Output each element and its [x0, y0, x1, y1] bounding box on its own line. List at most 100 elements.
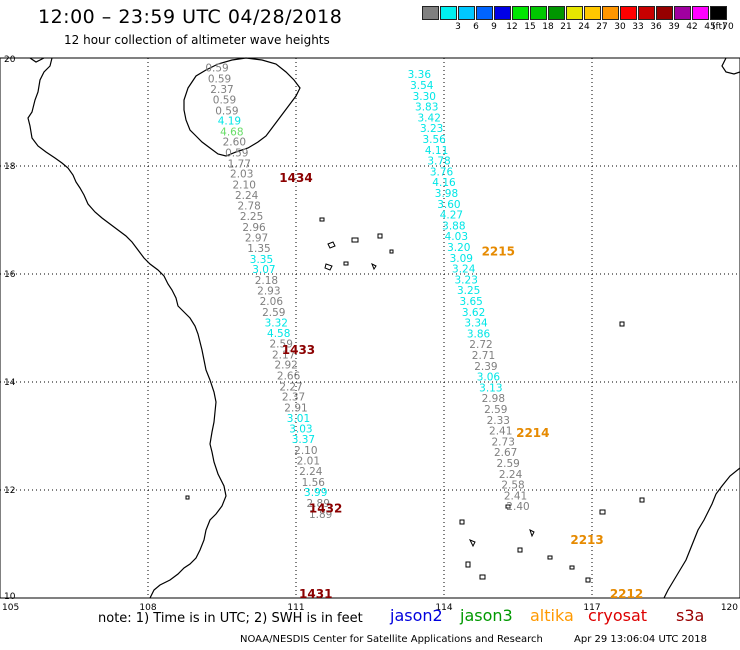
wave-height-value: 2.39: [474, 361, 497, 373]
wave-height-value: 2.71: [472, 350, 495, 362]
wave-height-value: 4.58: [267, 328, 290, 340]
pass-number-label: 1431: [299, 587, 332, 601]
wave-height-value: 2.73: [492, 436, 515, 448]
wave-height-value: 2.66: [277, 371, 301, 383]
lon-tick-label: 105: [2, 603, 19, 613]
colorbar-swatch: [656, 6, 673, 20]
altimeter-tracks: 0.590.592.370.590.594.194.682.600.591.77…: [205, 63, 529, 521]
colorbar-label: 15: [524, 22, 536, 32]
wave-height-value: 1.56: [302, 477, 326, 489]
colorbar-label: 12: [506, 22, 518, 32]
satellite-legend-jason3: jason3: [460, 606, 513, 625]
colorbar-label: 24: [578, 22, 590, 32]
wave-height-value: 2.06: [260, 296, 284, 308]
wave-height-value: 3.88: [442, 220, 465, 232]
colorbar-label: 18: [542, 22, 554, 32]
wave-height-value: 2.96: [242, 222, 266, 234]
wave-height-value: 0.59: [205, 63, 228, 75]
lat-tick-label: 14: [4, 378, 16, 388]
satellite-legend-jason2: jason2: [390, 606, 443, 625]
china-coastline: [29, 57, 45, 63]
wave-height-value: 3.62: [462, 307, 485, 319]
wave-height-value: 2.93: [257, 286, 280, 298]
wave-height-value: 3.76: [430, 166, 454, 178]
colorbar-swatch: [458, 6, 475, 20]
lon-tick-label: 111: [287, 603, 304, 613]
wave-height-value: 4.27: [440, 210, 463, 222]
lon-tick-label: 117: [583, 603, 600, 613]
wave-height-value: 4.19: [218, 116, 241, 128]
lat-lon-grid: [0, 58, 740, 598]
colorbar-swatch: [548, 6, 565, 20]
wave-height-value: 3.86: [467, 328, 491, 340]
colorbar-swatch: [602, 6, 619, 20]
wave-height-value: 1.77: [228, 158, 251, 170]
wave-height-value: 3.37: [292, 434, 315, 446]
wave-height-value: 2.98: [482, 393, 505, 405]
colorbar-swatch: [422, 6, 439, 20]
wave-height-value: 3.99: [304, 487, 327, 499]
wave-height-value: 2.78: [237, 200, 260, 212]
lon-tick-label: 114: [435, 603, 452, 613]
wave-height-value: 0.59: [225, 148, 248, 160]
colorbar-swatch: [710, 6, 727, 20]
wave-height-value: 3.34: [464, 318, 488, 330]
wave-height-value: 0.59: [213, 95, 236, 107]
wave-height-value: 3.09: [450, 253, 473, 265]
pass-labels: 1434 1433 1432 1431 2215 2214 2213 2212: [279, 171, 643, 601]
colorbar-label: 21: [560, 22, 572, 32]
wave-height-value: 3.78: [427, 156, 450, 168]
pass-number-label: 1433: [282, 343, 315, 357]
footer-credit: NOAA/NESDIS Center for Satellite Applica…: [240, 634, 543, 645]
colorbar-unit: (ft): [712, 22, 726, 32]
satellite-legend-cryosat: cryosat: [588, 606, 648, 625]
colorbar-swatch: [638, 6, 655, 20]
wave-height-value: 3.23: [420, 123, 443, 135]
hainan-island: [183, 57, 301, 157]
wave-height-value: 3.20: [447, 242, 470, 254]
map-frame: [0, 57, 740, 599]
wave-height-value: 2.97: [245, 232, 268, 244]
colorbar-label: 36: [650, 22, 662, 32]
vietnam-coastline: [27, 57, 227, 599]
wave-height-value: 3.56: [422, 134, 446, 146]
colorbar-swatch: [440, 6, 457, 20]
wave-height-value: 2.72: [469, 339, 492, 351]
wave-height-value: 4.16: [432, 177, 456, 189]
colorbar-label: 45: [704, 22, 716, 32]
pass-number-label: 2214: [516, 426, 549, 440]
wave-height-value: 2.24: [299, 466, 323, 478]
wave-height-value: 2.24: [499, 469, 523, 481]
wave-height-value: 3.25: [457, 285, 480, 297]
wave-height-value: 2.59: [484, 404, 507, 416]
colorbar-label: 42: [686, 22, 698, 32]
footer-note: note: 1) Time is in UTC; 2) SWH is in fe…: [98, 611, 363, 626]
wave-height-value: 2.37: [210, 84, 233, 96]
wave-height-value: 2.91: [284, 402, 307, 414]
colorbar-swatch: [674, 6, 691, 20]
wave-height-value: 3.42: [418, 112, 441, 124]
map-subtitle: 12 hour collection of altimeter wave hei…: [64, 33, 330, 47]
wave-height-value: 3.98: [435, 188, 458, 200]
pass-number-label: 2215: [482, 244, 515, 258]
wave-height-value: 3.03: [289, 423, 312, 435]
wave-height-value: 0.59: [208, 74, 231, 86]
wave-height-value: 3.83: [415, 102, 438, 114]
colorbar-label: 39: [668, 22, 680, 32]
wave-height-value: 2.37: [282, 392, 305, 404]
colorbar-swatch: [566, 6, 583, 20]
wave-height-value: 3.36: [408, 69, 432, 81]
wave-height-value: 2.18: [255, 275, 278, 287]
pass-number-label: 1434: [279, 171, 312, 185]
wave-height-value: 2.10: [233, 179, 256, 191]
wave-height-value: 2.59: [262, 307, 285, 319]
colorbar-swatch: [692, 6, 709, 20]
lon-tick-label: 108: [139, 603, 156, 613]
lat-tick-label: 16: [4, 270, 16, 280]
colorbar-swatch: [494, 6, 511, 20]
wave-height-value: 4.03: [445, 231, 468, 243]
wave-height-value: 2.25: [240, 211, 263, 223]
lat-tick-label: 12: [4, 486, 15, 496]
wave-height-value: 3.01: [287, 413, 310, 425]
wave-height-value: 2.59: [496, 458, 519, 470]
